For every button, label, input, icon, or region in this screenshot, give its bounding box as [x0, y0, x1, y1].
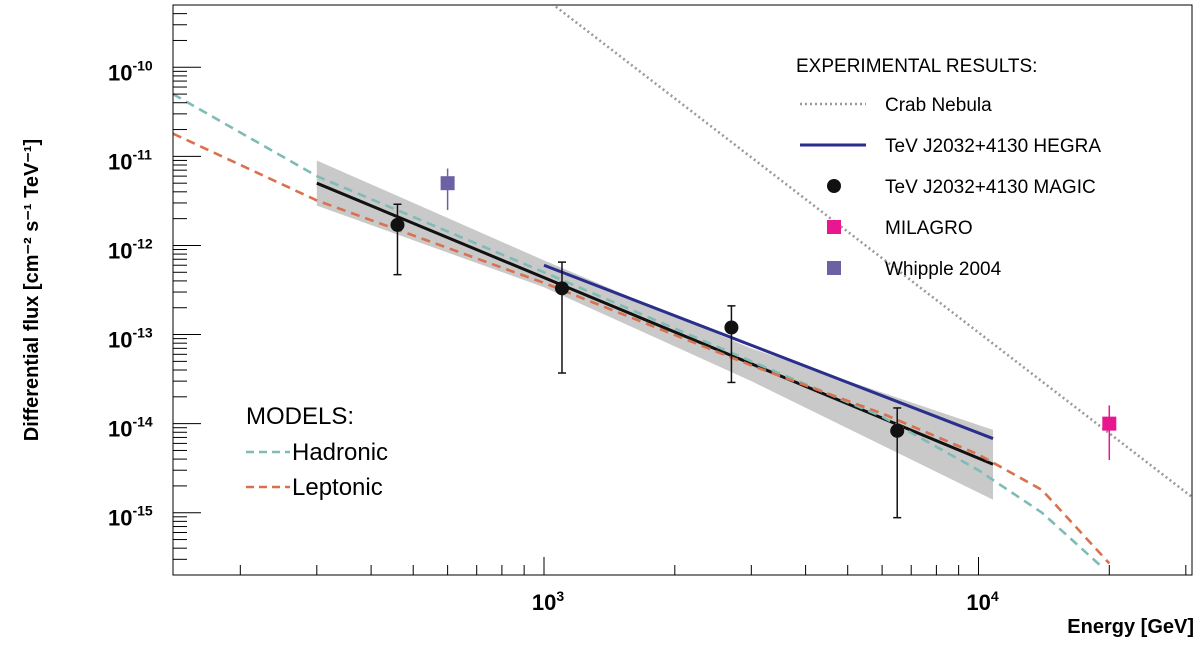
legend-milagro-swatch — [827, 220, 841, 234]
tev-j2032-4130-magic-point — [724, 320, 739, 335]
tev-j2032-4130-magic-point — [390, 217, 405, 232]
legend-experimental-heading: EXPERIMENTAL RESULTS: — [796, 56, 1037, 77]
axis-ticks — [173, 4, 1187, 576]
y-tick-label: 10-10 — [108, 57, 153, 85]
x-axis-label: Energy [GeV] — [1067, 616, 1194, 638]
milagro-point — [1102, 416, 1117, 431]
legend-models-heading: MODELS: — [246, 403, 354, 430]
tev-j2032-4130-magic-point — [554, 281, 569, 296]
tick-labels: 103 104 10-10 10-11 10-12 10-13 10-14 10-15 — [108, 57, 999, 615]
x-tick-label: 103 — [532, 588, 564, 615]
series-lines — [173, 5, 1192, 566]
magic-band-area — [316, 160, 994, 500]
magic-confidence-band — [316, 160, 994, 500]
series-crab-nebula — [551, 5, 1192, 499]
whipple-2004-point — [440, 176, 455, 191]
legend-crab-nebula-label: Crab Nebula — [885, 95, 992, 116]
y-tick-label: 10-12 — [108, 235, 153, 263]
legend-whipple-2004-label: Whipple 2004 — [885, 259, 1002, 280]
plot-frame — [172, 4, 1193, 576]
legend-experimental: EXPERIMENTAL RESULTS: Crab Nebula TeV J203… — [796, 56, 1101, 280]
legend-tev-j2032-4130-magic-label: TeV J2032+4130 MAGIC — [885, 177, 1096, 198]
y-tick-label: 10-13 — [108, 325, 153, 353]
series-magic-fit — [316, 181, 994, 466]
y-axis-label: Differential flux [cm⁻² s⁻¹ TeV⁻¹] — [21, 139, 43, 441]
legend-hadronic-label: Hadronic — [292, 439, 388, 466]
x-tick-label: 104 — [966, 588, 998, 615]
y-tick-label: 10-14 — [108, 414, 153, 442]
legend-whipple-2004-swatch — [827, 261, 841, 275]
data-points — [390, 168, 1117, 519]
legend-leptonic-label: Leptonic — [292, 474, 383, 501]
series-leptonic — [173, 132, 1111, 565]
legend-tev-j2032-4130-magic-swatch — [827, 179, 841, 193]
y-tick-label: 10-15 — [108, 503, 153, 531]
y-tick-label: 10-11 — [108, 146, 152, 174]
legend-milagro-label: MILAGRO — [885, 218, 973, 239]
legend-models: MODELS: Hadronic Leptonic — [246, 403, 388, 501]
tev-j2032-4130-magic-point — [890, 423, 905, 438]
legend-tev-j2032-4130-hegra-label: TeV J2032+4130 HEGRA — [885, 136, 1101, 157]
series-tev-j2032-4130-hegra — [543, 263, 994, 440]
